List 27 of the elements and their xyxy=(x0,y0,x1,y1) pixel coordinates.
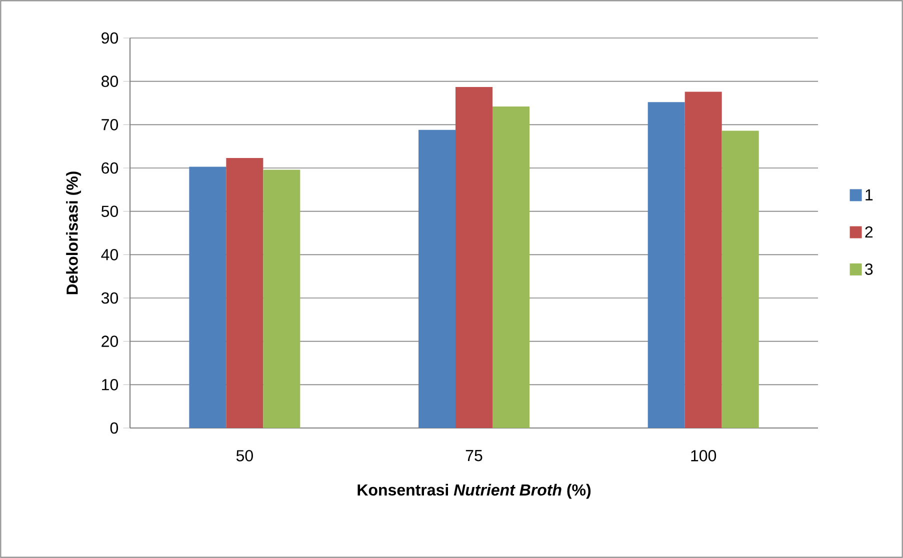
legend-label: 2 xyxy=(865,226,873,238)
bar xyxy=(189,166,226,428)
bar xyxy=(263,170,300,428)
legend-label: 3 xyxy=(865,264,873,275)
y-tick-label: 30 xyxy=(101,292,118,304)
y-tick-label: 0 xyxy=(110,422,118,434)
y-tick-label: 10 xyxy=(102,379,118,390)
y-tick-label: 80 xyxy=(102,76,118,87)
bar xyxy=(418,130,456,428)
y-tick-label: 20 xyxy=(102,336,118,347)
bar xyxy=(722,130,759,428)
y-tick-label: 40 xyxy=(101,249,118,260)
bar xyxy=(492,106,530,428)
y-tick-label: 60 xyxy=(102,162,118,174)
y-axis-title: Dekolorisasi (%) xyxy=(66,172,82,294)
x-tick-label: 50 xyxy=(236,450,253,462)
x-axis-title: Konsentrasi Nutrient Broth (%) xyxy=(358,484,591,499)
y-tick-label: 50 xyxy=(101,206,118,217)
x-tick-label: 75 xyxy=(466,450,482,462)
y-tick-label: 70 xyxy=(102,119,118,130)
bar xyxy=(684,92,722,428)
x-tick-label: 100 xyxy=(691,450,716,462)
y-tick-label: 90 xyxy=(102,32,118,44)
bar xyxy=(648,102,685,428)
legend-label: 1 xyxy=(866,189,873,200)
bar xyxy=(226,158,264,428)
bar xyxy=(456,86,492,428)
